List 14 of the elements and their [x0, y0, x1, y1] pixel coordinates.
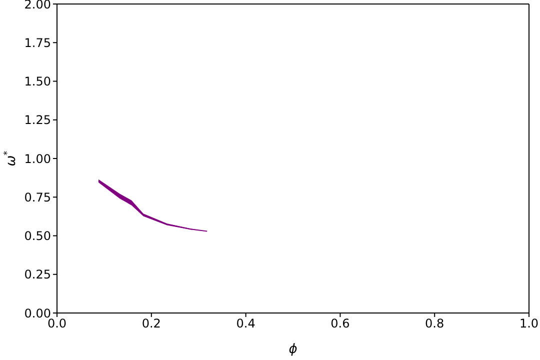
y-tick-label: 1.25 — [24, 113, 51, 128]
x-tick-label: 0.6 — [330, 316, 350, 331]
x-tick-label: 0.2 — [142, 316, 161, 331]
x-tick-label: 0.8 — [425, 316, 444, 331]
y-tick-label: 1.50 — [24, 74, 51, 89]
y-tick-label: 0.75 — [24, 190, 51, 204]
y-tick-label: 1.75 — [24, 36, 51, 50]
x-tick-label: 0.4 — [236, 316, 256, 331]
x-tick-label: 0.0 — [47, 316, 67, 331]
y-tick-label: 0.25 — [24, 268, 51, 282]
x-axis-title: ϕ — [288, 342, 298, 357]
y-tick-label: 1.00 — [24, 152, 51, 166]
x-tick-label: 1.0 — [519, 316, 539, 331]
y-tick-label: 0.50 — [24, 229, 51, 244]
